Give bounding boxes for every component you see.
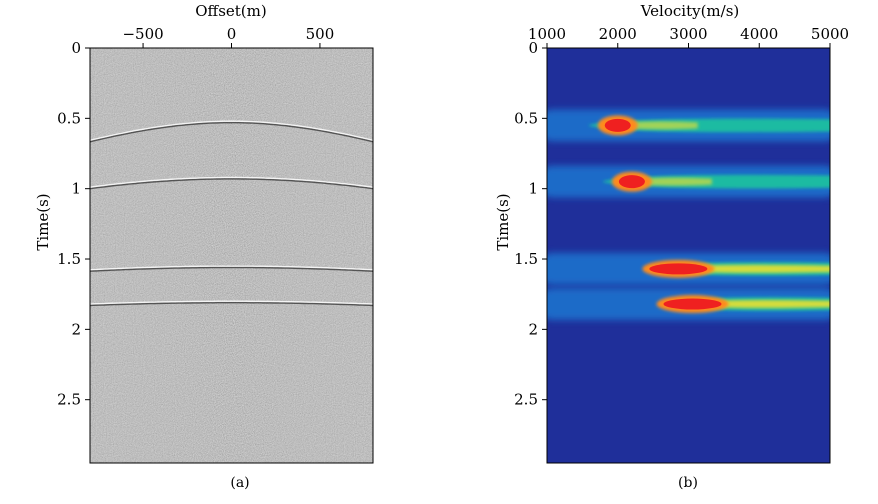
semblance-peak	[649, 263, 708, 275]
y-tick-label: 1.5	[514, 250, 538, 268]
y-tick-label: 0.5	[57, 109, 81, 127]
y-tick-label: 0	[528, 39, 538, 57]
reflection-event-shadow	[90, 266, 373, 272]
reflection-event	[90, 300, 373, 305]
panel-a: −500 0 500 0 0.5 1 1.5 2 2.5 Offset(m) Time(s) (…	[34, 2, 374, 491]
semblance-peak	[604, 118, 631, 132]
x-tick-label: 3000	[669, 25, 707, 43]
panel-b-label: (b)	[678, 475, 698, 491]
gather-image	[90, 48, 373, 463]
x-tick-label: −500	[122, 25, 163, 43]
y-tick-label: 1	[71, 180, 81, 198]
semblance-image	[547, 48, 830, 463]
panel-a-ylabel: Time(s)	[34, 193, 52, 250]
y-tick-label: 2	[71, 320, 81, 338]
panel-b-xlabel: Velocity(m/s)	[640, 2, 740, 20]
x-tick-label: 500	[306, 25, 335, 43]
y-tick-label: 0	[71, 39, 81, 57]
reflection-event	[90, 265, 373, 271]
reflection-event	[90, 120, 373, 141]
semblance-peak	[663, 298, 722, 310]
gather-center-noise	[90, 48, 373, 463]
x-tick-label: 5000	[811, 25, 849, 43]
panel-b-axes: 1000 2000 3000 4000 5000 0 0.5 1 1.5 2 2.5	[514, 25, 849, 409]
y-tick-label: 0.5	[514, 109, 538, 127]
x-tick-label: 1000	[528, 25, 566, 43]
y-tick-label: 1.5	[57, 250, 81, 268]
reflection-event	[90, 176, 373, 188]
panel-b: 1000 2000 3000 4000 5000 0 0.5 1 1.5 2 2.5 Velocit…	[494, 2, 849, 491]
reflection-events	[90, 120, 373, 307]
semblance-peaks	[547, 109, 830, 321]
x-tick-label: 4000	[740, 25, 778, 43]
semblance-peak	[618, 175, 645, 189]
y-tick-label: 2.5	[514, 391, 538, 409]
reflection-event-shadow	[90, 302, 373, 307]
y-tick-label: 2	[528, 320, 538, 338]
x-tick-label: 0	[227, 25, 237, 43]
reflection-event-shadow	[90, 122, 373, 143]
panel-b-ylabel: Time(s)	[494, 193, 512, 250]
panel-a-label: (a)	[230, 475, 249, 491]
reflection-event-shadow	[90, 178, 373, 190]
panel-a-axes: −500 0 500 0 0.5 1 1.5 2 2.5	[57, 25, 334, 409]
y-tick-label: 2.5	[57, 391, 81, 409]
y-tick-label: 1	[528, 180, 538, 198]
panel-a-xlabel: Offset(m)	[195, 2, 266, 20]
x-tick-label: 2000	[599, 25, 637, 43]
